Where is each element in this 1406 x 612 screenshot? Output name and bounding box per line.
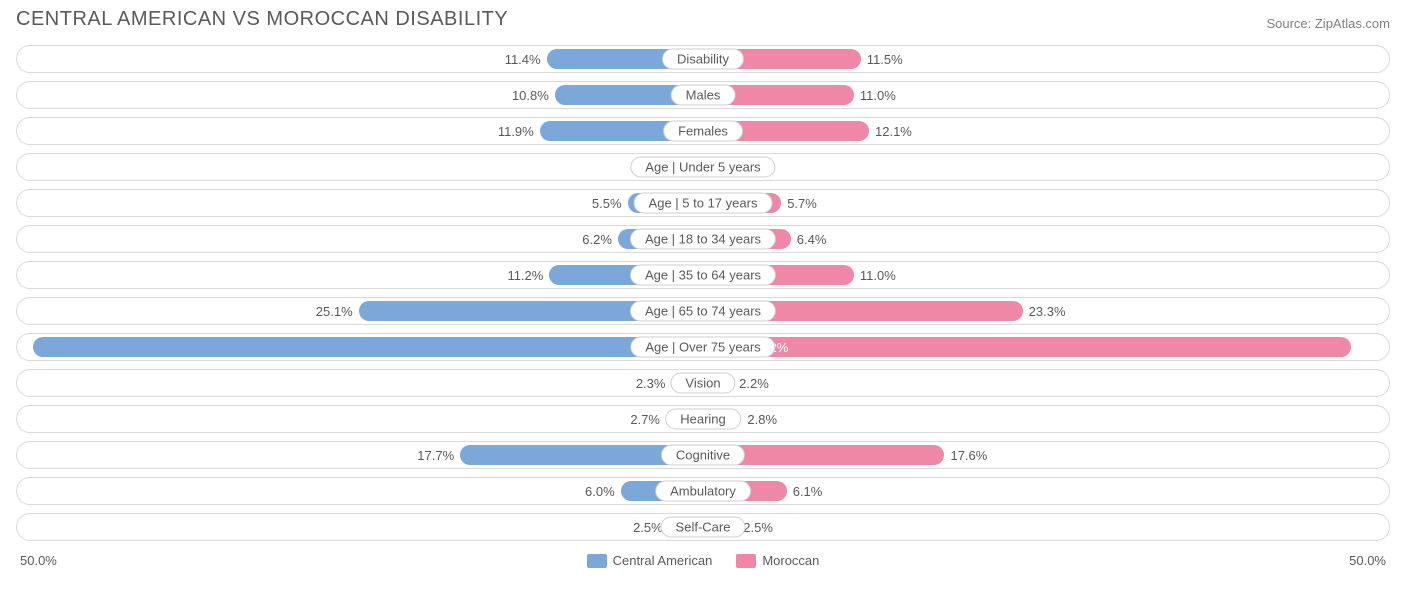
value-right: 23.3% xyxy=(1023,301,1066,321)
category-label: Disability xyxy=(662,49,744,70)
value-left: 11.2% xyxy=(507,265,549,285)
value-left: 6.2% xyxy=(582,229,618,249)
chart-row: 2.3% 2.2%Vision xyxy=(16,369,1390,397)
category-label: Age | 18 to 34 years xyxy=(630,229,776,250)
legend-label-left: Central American xyxy=(613,553,713,568)
chart-row: 17.7% 17.6% Cognitive xyxy=(16,441,1390,469)
diverging-bar-chart: 11.4% 11.5% Disability 10.8% 11.0% Males 11.9%… xyxy=(0,37,1406,553)
axis-max-right: 50.0% xyxy=(1349,553,1386,568)
category-label: Females xyxy=(663,121,743,142)
source-attribution: Source: ZipAtlas.com xyxy=(1266,16,1390,31)
axis-max-left: 50.0% xyxy=(20,553,57,568)
legend-label-right: Moroccan xyxy=(762,553,819,568)
bar-left xyxy=(33,337,703,357)
value-left: 25.1% xyxy=(316,301,359,321)
chart-row: 5.5% 5.7% Age | 5 to 17 years xyxy=(16,189,1390,217)
category-label: Age | Under 5 years xyxy=(630,157,775,178)
legend-item-right: Moroccan xyxy=(736,553,819,568)
legend-swatch-left xyxy=(587,554,607,568)
category-label: Age | 5 to 17 years xyxy=(634,193,773,214)
value-right: 11.5% xyxy=(861,49,903,69)
source-link[interactable]: ZipAtlas.com xyxy=(1315,16,1390,31)
category-label: Ambulatory xyxy=(655,481,751,502)
chart-row: 11.4% 11.5% Disability xyxy=(16,45,1390,73)
value-left: 11.4% xyxy=(505,49,547,69)
value-right: 17.6% xyxy=(944,445,987,465)
value-left: 2.3% xyxy=(636,373,672,393)
value-left: 11.9% xyxy=(498,121,540,141)
chart-footer: 50.0% Central American Moroccan 50.0% xyxy=(0,553,1406,576)
legend: Central American Moroccan xyxy=(57,553,1349,568)
category-label: Vision xyxy=(670,373,735,394)
chart-row: 11.2% 11.0% Age | 35 to 64 years xyxy=(16,261,1390,289)
category-label: Hearing xyxy=(665,409,741,430)
chart-row: 2.5%2.5%Self-Care xyxy=(16,513,1390,541)
value-left: 2.7% xyxy=(630,409,666,429)
chart-row: 48.8%47.2%Age | Over 75 years xyxy=(16,333,1390,361)
legend-swatch-right xyxy=(736,554,756,568)
chart-row: 11.9% 12.1% Females xyxy=(16,117,1390,145)
value-right: 2.8% xyxy=(741,409,777,429)
category-label: Self-Care xyxy=(661,517,746,538)
value-left: 10.8% xyxy=(512,85,555,105)
value-right: 11.0% xyxy=(854,85,896,105)
value-right: 6.4% xyxy=(791,229,827,249)
legend-item-left: Central American xyxy=(587,553,713,568)
value-left: 5.5% xyxy=(592,193,628,213)
value-right: 12.1% xyxy=(869,121,912,141)
value-right: 11.0% xyxy=(854,265,896,285)
chart-row: 2.7% 2.8%Hearing xyxy=(16,405,1390,433)
value-left: 17.7% xyxy=(417,445,460,465)
category-label: Males xyxy=(671,85,736,106)
value-right: 2.2% xyxy=(733,373,769,393)
value-right: 6.1% xyxy=(787,481,823,501)
bar-right xyxy=(703,337,1351,357)
chart-row: 6.2% 6.4% Age | 18 to 34 years xyxy=(16,225,1390,253)
chart-row: 1.2%1.2%Age | Under 5 years xyxy=(16,153,1390,181)
chart-row: 10.8% 11.0% Males xyxy=(16,81,1390,109)
category-label: Cognitive xyxy=(661,445,745,466)
value-right: 5.7% xyxy=(781,193,817,213)
chart-row: 6.0% 6.1% Ambulatory xyxy=(16,477,1390,505)
value-left: 6.0% xyxy=(585,481,621,501)
chart-row: 25.1% 23.3% Age | 65 to 74 years xyxy=(16,297,1390,325)
category-label: Age | Over 75 years xyxy=(630,337,775,358)
source-prefix: Source: xyxy=(1266,16,1314,31)
category-label: Age | 35 to 64 years xyxy=(630,265,776,286)
category-label: Age | 65 to 74 years xyxy=(630,301,776,322)
chart-title: CENTRAL AMERICAN VS MOROCCAN DISABILITY xyxy=(16,8,508,31)
